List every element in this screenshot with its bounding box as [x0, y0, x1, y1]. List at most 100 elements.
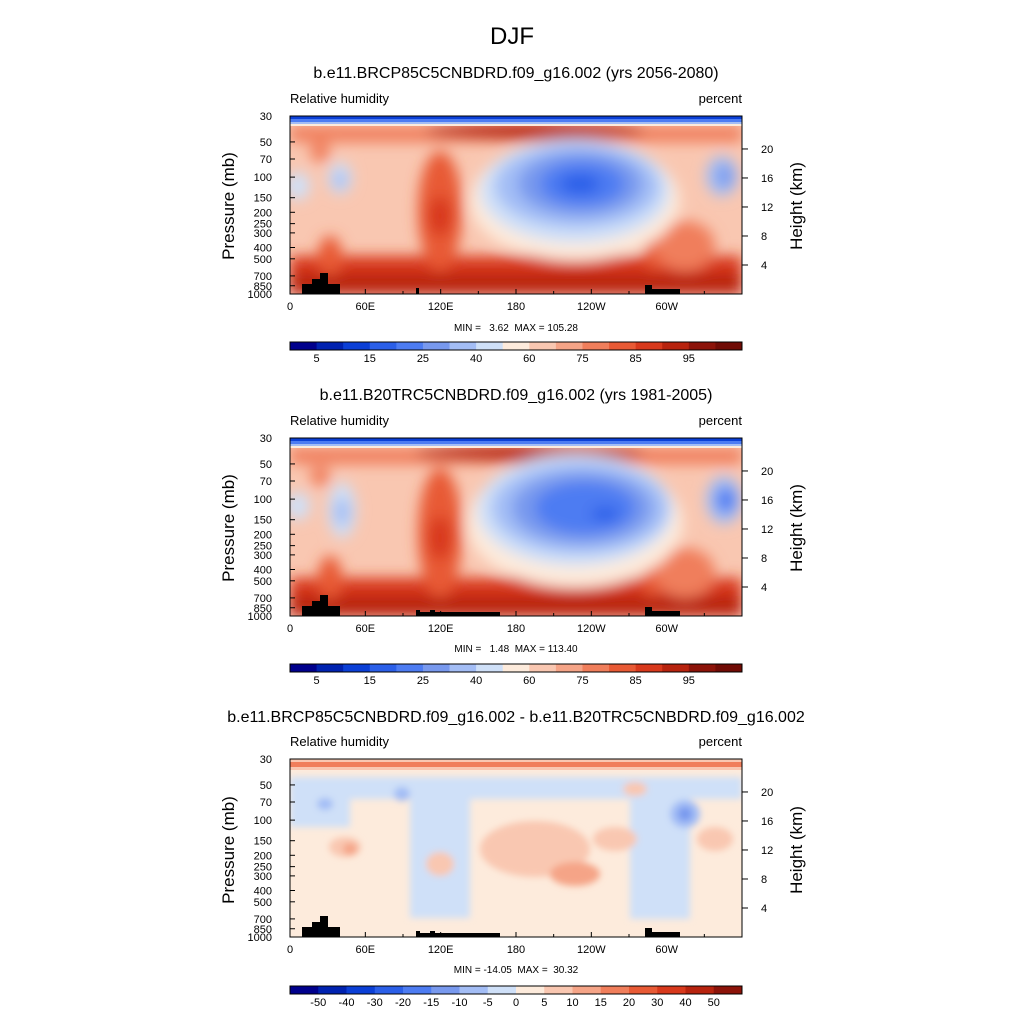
- left-string: Relative humidity: [290, 413, 389, 428]
- stats-label: MIN = 1.48 MAX = 113.40: [454, 644, 578, 655]
- x-tick-label: 180: [507, 944, 525, 956]
- colorbar-label: -30: [367, 997, 383, 1009]
- colorbar-frame: [289, 663, 743, 673]
- panel-title: b.e11.BRCP85C5CNBDRD.f09_g16.002 (yrs 20…: [313, 65, 718, 82]
- y-tick-label: 500: [254, 897, 272, 909]
- y-tick-label: 300: [254, 228, 272, 240]
- colorbar-box: [685, 986, 715, 994]
- height-tick-label: 12: [761, 524, 773, 536]
- colorbar: -50 -40 -30 -20 -15 -10 -5 0 5 10 15 20 30 40 50: [289, 985, 743, 1009]
- height-tick-label: 4: [761, 903, 767, 915]
- colorbar-box: [369, 664, 397, 672]
- colorbar-label: 5: [314, 675, 320, 687]
- field-plot: [290, 116, 742, 294]
- colorbar-label: 25: [417, 353, 429, 365]
- y-tick-label: 1000: [248, 289, 272, 301]
- panel-difference: b.e11.BRCP85C5CNBDRD.f09_g16.002 - b.e11…: [219, 709, 806, 1009]
- colorbar-box: [343, 342, 371, 350]
- height-axis: 20 16 12 8 4: [742, 144, 773, 272]
- left-string: Relative humidity: [290, 91, 389, 106]
- y-tick-label: 50: [260, 137, 272, 149]
- height-tick-label: 16: [761, 173, 773, 185]
- height-tick-label: 20: [761, 787, 773, 799]
- y-tick-label: 1000: [248, 932, 272, 944]
- y-tick-label: 1000: [248, 611, 272, 623]
- panel-rcp85: b.e11.BRCP85C5CNBDRD.f09_g16.002 (yrs 20…: [219, 65, 806, 365]
- colorbar-box: [396, 664, 424, 672]
- x-tick-label: 120E: [428, 944, 454, 956]
- y-tick-label: 250: [254, 541, 272, 553]
- y-tick-label: 400: [254, 242, 272, 254]
- colorbar-label: 5: [541, 997, 547, 1009]
- colorbar-box: [316, 664, 344, 672]
- colorbar-box: [449, 664, 477, 672]
- colorbar-label: 30: [651, 997, 663, 1009]
- colorbar-box: [459, 986, 489, 994]
- colorbar-box: [476, 342, 504, 350]
- colorbar-frame: [289, 341, 743, 351]
- field-plot: [290, 759, 742, 937]
- y-tick-label: 700: [254, 271, 272, 283]
- colorbar-box: [635, 664, 663, 672]
- colorbar: 5 15 25 40 60 75 85 95: [289, 341, 743, 365]
- colorbar-frame: [289, 985, 743, 995]
- stats-label: MIN = 3.62 MAX = 105.28: [454, 323, 578, 334]
- height-tick-label: 16: [761, 495, 773, 507]
- panel-historical: b.e11.B20TRC5CNBDRD.f09_g16.002 (yrs 198…: [219, 387, 806, 687]
- colorbar-box: [582, 342, 610, 350]
- height-tick-label: 20: [761, 144, 773, 156]
- height-tick-label: 4: [761, 260, 767, 272]
- colorbar-label: -10: [452, 997, 468, 1009]
- colorbar-label: 40: [679, 997, 691, 1009]
- right-string: percent: [699, 734, 743, 749]
- figure-title: DJF: [490, 23, 534, 50]
- colorbar-box: [318, 986, 347, 994]
- colorbar-box: [516, 986, 545, 994]
- y-tick-label: 200: [254, 850, 272, 862]
- colorbar-box: [609, 342, 637, 350]
- y-tick-label: 150: [254, 193, 272, 205]
- y-tick-label: 200: [254, 207, 272, 219]
- x-axis: 0 60E 120E 180 120W 60W: [287, 932, 705, 956]
- colorbar-box: [396, 342, 424, 350]
- x-tick-label: 180: [507, 301, 525, 313]
- panel-title: b.e11.B20TRC5CNBDRD.f09_g16.002 (yrs 198…: [320, 387, 713, 404]
- colorbar-box: [635, 342, 663, 350]
- y-axis-label: Pressure (mb): [219, 474, 238, 582]
- y-tick-label: 500: [254, 576, 272, 588]
- colorbar-box: [343, 664, 371, 672]
- y-tick-label: 30: [260, 111, 272, 123]
- colorbar-box: [431, 986, 460, 994]
- colorbar-label: -5: [483, 997, 493, 1009]
- y-tick-label: 700: [254, 914, 272, 926]
- colorbar-label: 95: [683, 353, 695, 365]
- colorbar-box: [290, 664, 317, 672]
- x-tick-label: 0: [287, 623, 293, 635]
- colorbar-label: 85: [630, 353, 642, 365]
- x-tick-label: 0: [287, 944, 293, 956]
- colorbar-box: [715, 664, 743, 672]
- y-tick-label: 70: [260, 797, 272, 809]
- x-axis: 0 60E 120E 180 120W 60W: [287, 611, 705, 635]
- x-tick-label: 120E: [428, 623, 454, 635]
- colorbar-box: [688, 342, 716, 350]
- colorbar-label: 85: [630, 675, 642, 687]
- x-tick-label: 60E: [356, 623, 376, 635]
- y-tick-label: 250: [254, 219, 272, 231]
- y-tick-label: 100: [254, 815, 272, 827]
- x-tick-label: 60E: [356, 301, 376, 313]
- colorbar-box: [662, 342, 690, 350]
- colorbar-box: [422, 342, 450, 350]
- panel-title: b.e11.BRCP85C5CNBDRD.f09_g16.002 - b.e11…: [227, 709, 805, 726]
- colorbar-box: [346, 986, 376, 994]
- colorbar-box: [715, 342, 743, 350]
- height-tick-label: 12: [761, 202, 773, 214]
- colorbar-box: [449, 342, 477, 350]
- x-tick-label: 120W: [577, 623, 606, 635]
- colorbar-label: 75: [576, 675, 588, 687]
- colorbar-label: 10: [566, 997, 578, 1009]
- y-tick-label: 250: [254, 862, 272, 874]
- colorbar-label: 25: [417, 675, 429, 687]
